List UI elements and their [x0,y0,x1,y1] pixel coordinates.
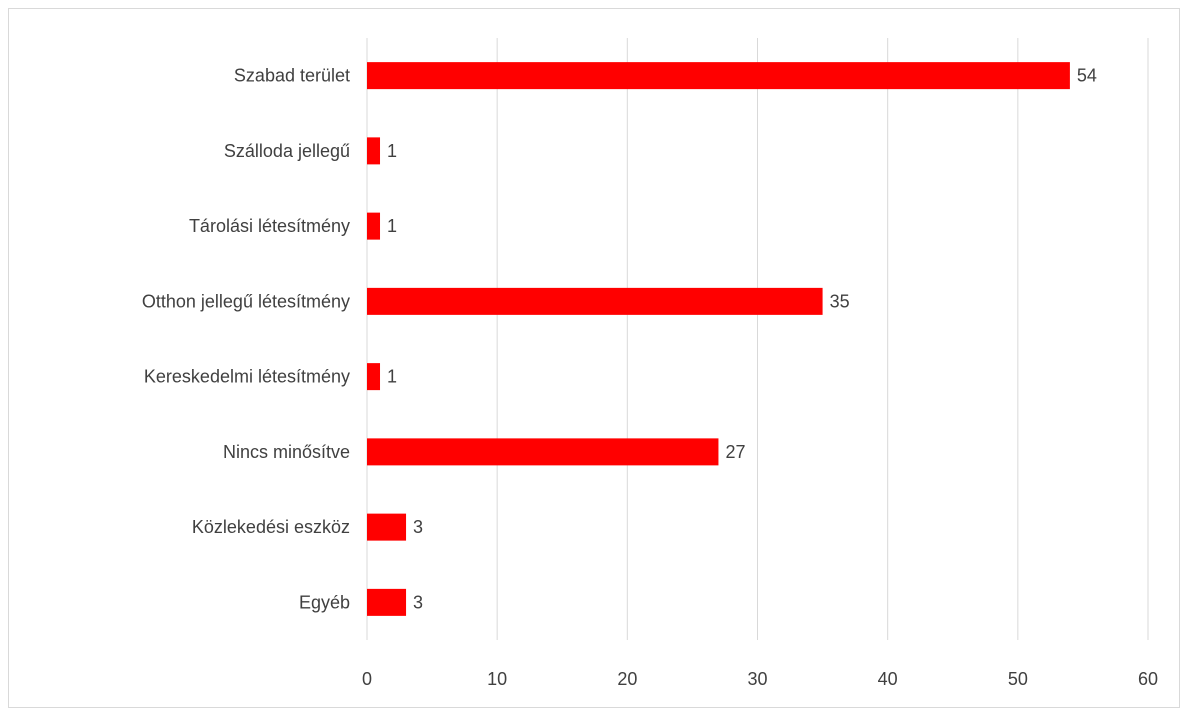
value-label: 1 [387,367,397,387]
category-label: Kereskedelmi létesítmény [144,367,350,387]
bar [367,438,719,466]
bar [367,513,407,541]
category-labels: Szabad terület Szálloda jellegű Tárolási l… [142,66,350,613]
x-tick-label: 20 [617,669,637,689]
category-label: Nincs minősítve [223,442,350,462]
category-label: Szálloda jellegű [224,141,350,161]
value-label: 35 [830,291,850,311]
bar [367,62,1070,90]
category-label: Közlekedési eszköz [192,517,350,537]
category-label: Egyéb [299,592,350,612]
category-label: Szabad terület [234,66,350,86]
bars [367,62,1070,616]
x-tick-label: 60 [1138,669,1158,689]
bar [367,363,381,391]
category-label: Tárolási létesítmény [189,216,350,236]
bar [367,588,407,616]
x-tick-labels: 0 10 20 30 40 50 60 [362,669,1158,689]
x-tick-label: 10 [487,669,507,689]
value-label: 54 [1077,66,1097,86]
value-label: 3 [413,592,423,612]
value-label: 27 [725,442,745,462]
bar [367,287,823,315]
bar [367,137,381,165]
gridlines [366,38,1149,640]
value-label: 1 [387,216,397,236]
value-label: 1 [387,141,397,161]
x-tick-label: 0 [362,669,372,689]
x-tick-label: 40 [878,669,898,689]
value-labels: 54 1 1 35 1 27 3 3 [387,66,1097,613]
category-label: Otthon jellegű létesítmény [142,291,350,311]
x-tick-label: 30 [747,669,767,689]
value-label: 3 [413,517,423,537]
x-tick-label: 50 [1008,669,1028,689]
bar [367,212,381,240]
